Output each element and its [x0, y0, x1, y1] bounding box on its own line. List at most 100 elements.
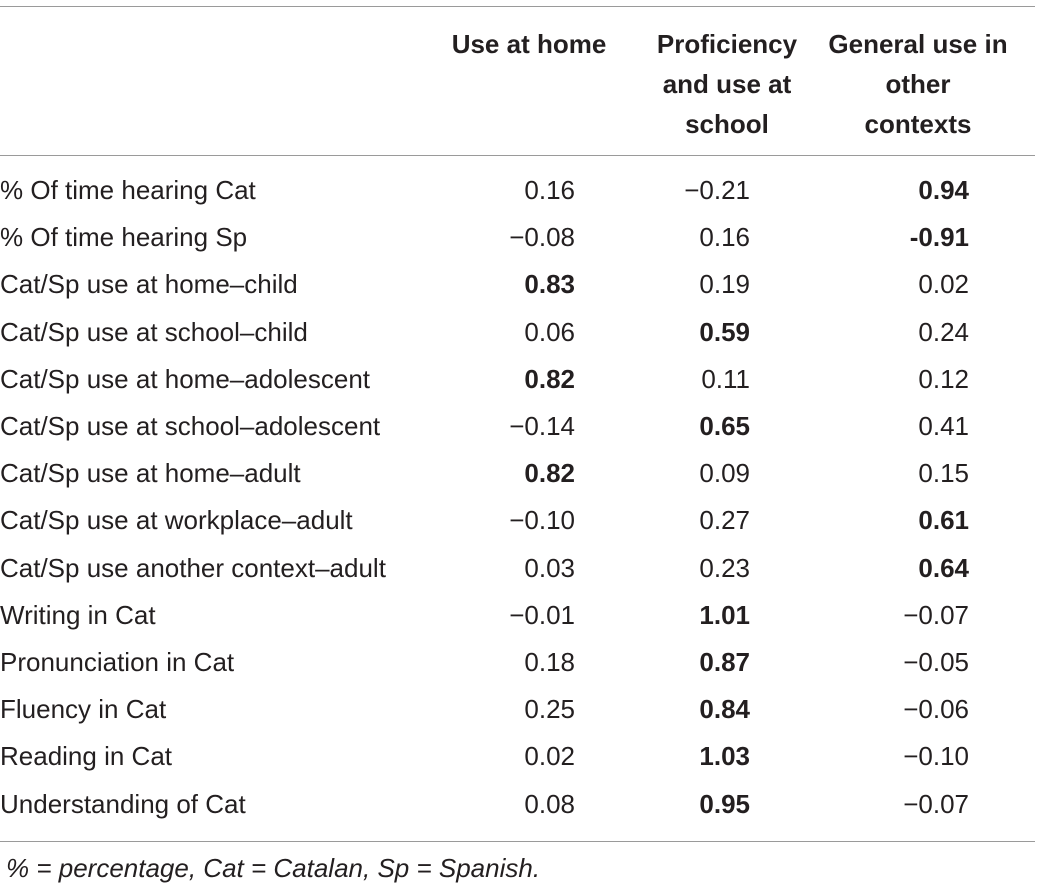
value-cell: 0.27 — [638, 497, 825, 544]
row-label: Cat/Sp use at school–child — [0, 316, 308, 347]
table-row: % Of time hearing Sp −0.08 0.16 -0.91 — [0, 214, 1035, 261]
table-row: Understanding of Cat 0.08 0.95 −0.07 — [0, 780, 1035, 827]
loading-value: −0.10 — [509, 505, 575, 536]
loading-value-bold: 0.64 — [918, 552, 969, 583]
value-cell: 0.03 — [448, 545, 638, 592]
loading-value-bold: 0.83 — [524, 269, 575, 300]
loading-value-bold: -0.91 — [909, 222, 969, 253]
row-label: Cat/Sp use at home–adult — [0, 458, 301, 489]
table-row: Pronunciation in Cat 0.18 0.87 −0.05 — [0, 639, 1035, 686]
value-cell: 0.02 — [448, 733, 638, 780]
column-header-line: and use at — [662, 69, 792, 99]
value-cell: −0.05 — [825, 639, 1035, 686]
loading-value: 0.02 — [524, 741, 575, 772]
row-label: Cat/Sp use at home–adolescent — [0, 363, 371, 394]
loading-value-bold: 0.59 — [699, 316, 750, 347]
loading-value-bold: 0.84 — [699, 694, 750, 725]
loading-value-bold: 1.03 — [699, 741, 750, 772]
loading-value: 0.02 — [918, 269, 969, 300]
row-label: Writing in Cat — [0, 599, 156, 630]
loading-value: 0.16 — [524, 175, 575, 206]
loading-value: −0.05 — [903, 646, 969, 677]
loading-value: −0.10 — [903, 741, 969, 772]
loading-value-bold: 0.94 — [918, 175, 969, 206]
row-label: Pronunciation in Cat — [0, 646, 235, 677]
loading-value: −0.07 — [903, 788, 969, 819]
value-cell: -0.91 — [825, 214, 1035, 261]
loading-value-bold: 0.82 — [524, 363, 575, 394]
column-header-line: school — [685, 109, 769, 139]
loading-value: 0.23 — [699, 552, 750, 583]
table-row: Cat/Sp use at school–child 0.06 0.59 0.24 — [0, 309, 1035, 356]
loading-value: 0.19 — [699, 269, 750, 300]
loading-value: −0.07 — [903, 599, 969, 630]
table-row: Cat/Sp use at workplace–adult −0.10 0.27 0.… — [0, 497, 1035, 544]
column-header-line: other — [885, 69, 951, 99]
value-cell: 0.08 — [448, 780, 638, 827]
value-cell: 0.82 — [448, 450, 638, 497]
value-cell: 0.02 — [825, 261, 1035, 308]
value-cell: 0.06 — [448, 309, 638, 356]
table-bottom-rule — [0, 841, 1035, 842]
value-cell: −0.10 — [448, 497, 638, 544]
loading-value: −0.14 — [509, 411, 575, 442]
loading-value: 0.15 — [918, 458, 969, 489]
value-cell: 0.24 — [825, 309, 1035, 356]
loading-value: 0.16 — [699, 222, 750, 253]
column-header-line: contexts — [864, 109, 972, 139]
loading-value-bold: 0.87 — [699, 646, 750, 677]
table-row: Cat/Sp use at home–child 0.83 0.19 0.02 — [0, 261, 1035, 308]
table-body: % Of time hearing Cat 0.16 −0.21 0.94% Of t… — [0, 167, 1035, 828]
loading-value: −0.21 — [684, 175, 750, 206]
table-row: Cat/Sp use at home–adult 0.82 0.09 0.15 — [0, 450, 1035, 497]
value-cell: 0.83 — [448, 261, 638, 308]
column-header-line: Use at home — [451, 29, 607, 59]
loading-value: 0.24 — [918, 316, 969, 347]
value-cell: −0.08 — [448, 214, 638, 261]
header-divider-rule — [0, 155, 1035, 156]
value-cell: 1.01 — [638, 592, 825, 639]
loading-value: 0.09 — [699, 458, 750, 489]
value-cell: 0.94 — [825, 167, 1035, 214]
value-cell: 0.41 — [825, 403, 1035, 450]
loading-value: 0.03 — [524, 552, 575, 583]
row-label: Cat/Sp use at workplace–adult — [0, 505, 353, 536]
row-label: Cat/Sp use at home–child — [0, 269, 298, 300]
loading-value: 0.41 — [918, 411, 969, 442]
column-header-general-use: General use in other contexts — [824, 24, 1012, 144]
table-row: Cat/Sp use another context–adult 0.03 0.23… — [0, 545, 1035, 592]
column-header-line: Proficiency — [656, 29, 798, 59]
value-cell: 0.59 — [638, 309, 825, 356]
row-label: Cat/Sp use at school–adolescent — [0, 411, 381, 442]
loading-value: 0.25 — [524, 694, 575, 725]
loading-value: 0.12 — [918, 363, 969, 394]
value-cell: 0.18 — [448, 639, 638, 686]
value-cell: 0.16 — [448, 167, 638, 214]
value-cell: 0.64 — [825, 545, 1035, 592]
value-cell: 0.87 — [638, 639, 825, 686]
value-cell: 0.19 — [638, 261, 825, 308]
row-label: Cat/Sp use another context–adult — [0, 552, 386, 583]
loading-value: 0.08 — [524, 788, 575, 819]
value-cell: −0.10 — [825, 733, 1035, 780]
value-cell: 0.16 — [638, 214, 825, 261]
loading-value-bold: 0.95 — [699, 788, 750, 819]
value-cell: −0.06 — [825, 686, 1035, 733]
value-cell: 1.03 — [638, 733, 825, 780]
table-row: Reading in Cat 0.02 1.03 −0.10 — [0, 733, 1035, 780]
loading-value: 0.11 — [701, 363, 750, 394]
value-cell: 0.95 — [638, 780, 825, 827]
table-row: % Of time hearing Cat 0.16 −0.21 0.94 — [0, 167, 1035, 214]
loading-value: −0.06 — [903, 694, 969, 725]
row-label: Reading in Cat — [0, 741, 172, 772]
row-label: Fluency in Cat — [0, 694, 167, 725]
value-cell: −0.01 — [448, 592, 638, 639]
table-row: Cat/Sp use at home–adolescent 0.82 0.11 0.1… — [0, 356, 1035, 403]
value-cell: 0.15 — [825, 450, 1035, 497]
value-cell: 0.11 — [638, 356, 825, 403]
table-footnote: % = percentage, Cat = Catalan, Sp = Span… — [6, 853, 541, 883]
loading-value-bold: 0.82 — [524, 458, 575, 489]
value-cell: 0.25 — [448, 686, 638, 733]
value-cell: 0.61 — [825, 497, 1035, 544]
